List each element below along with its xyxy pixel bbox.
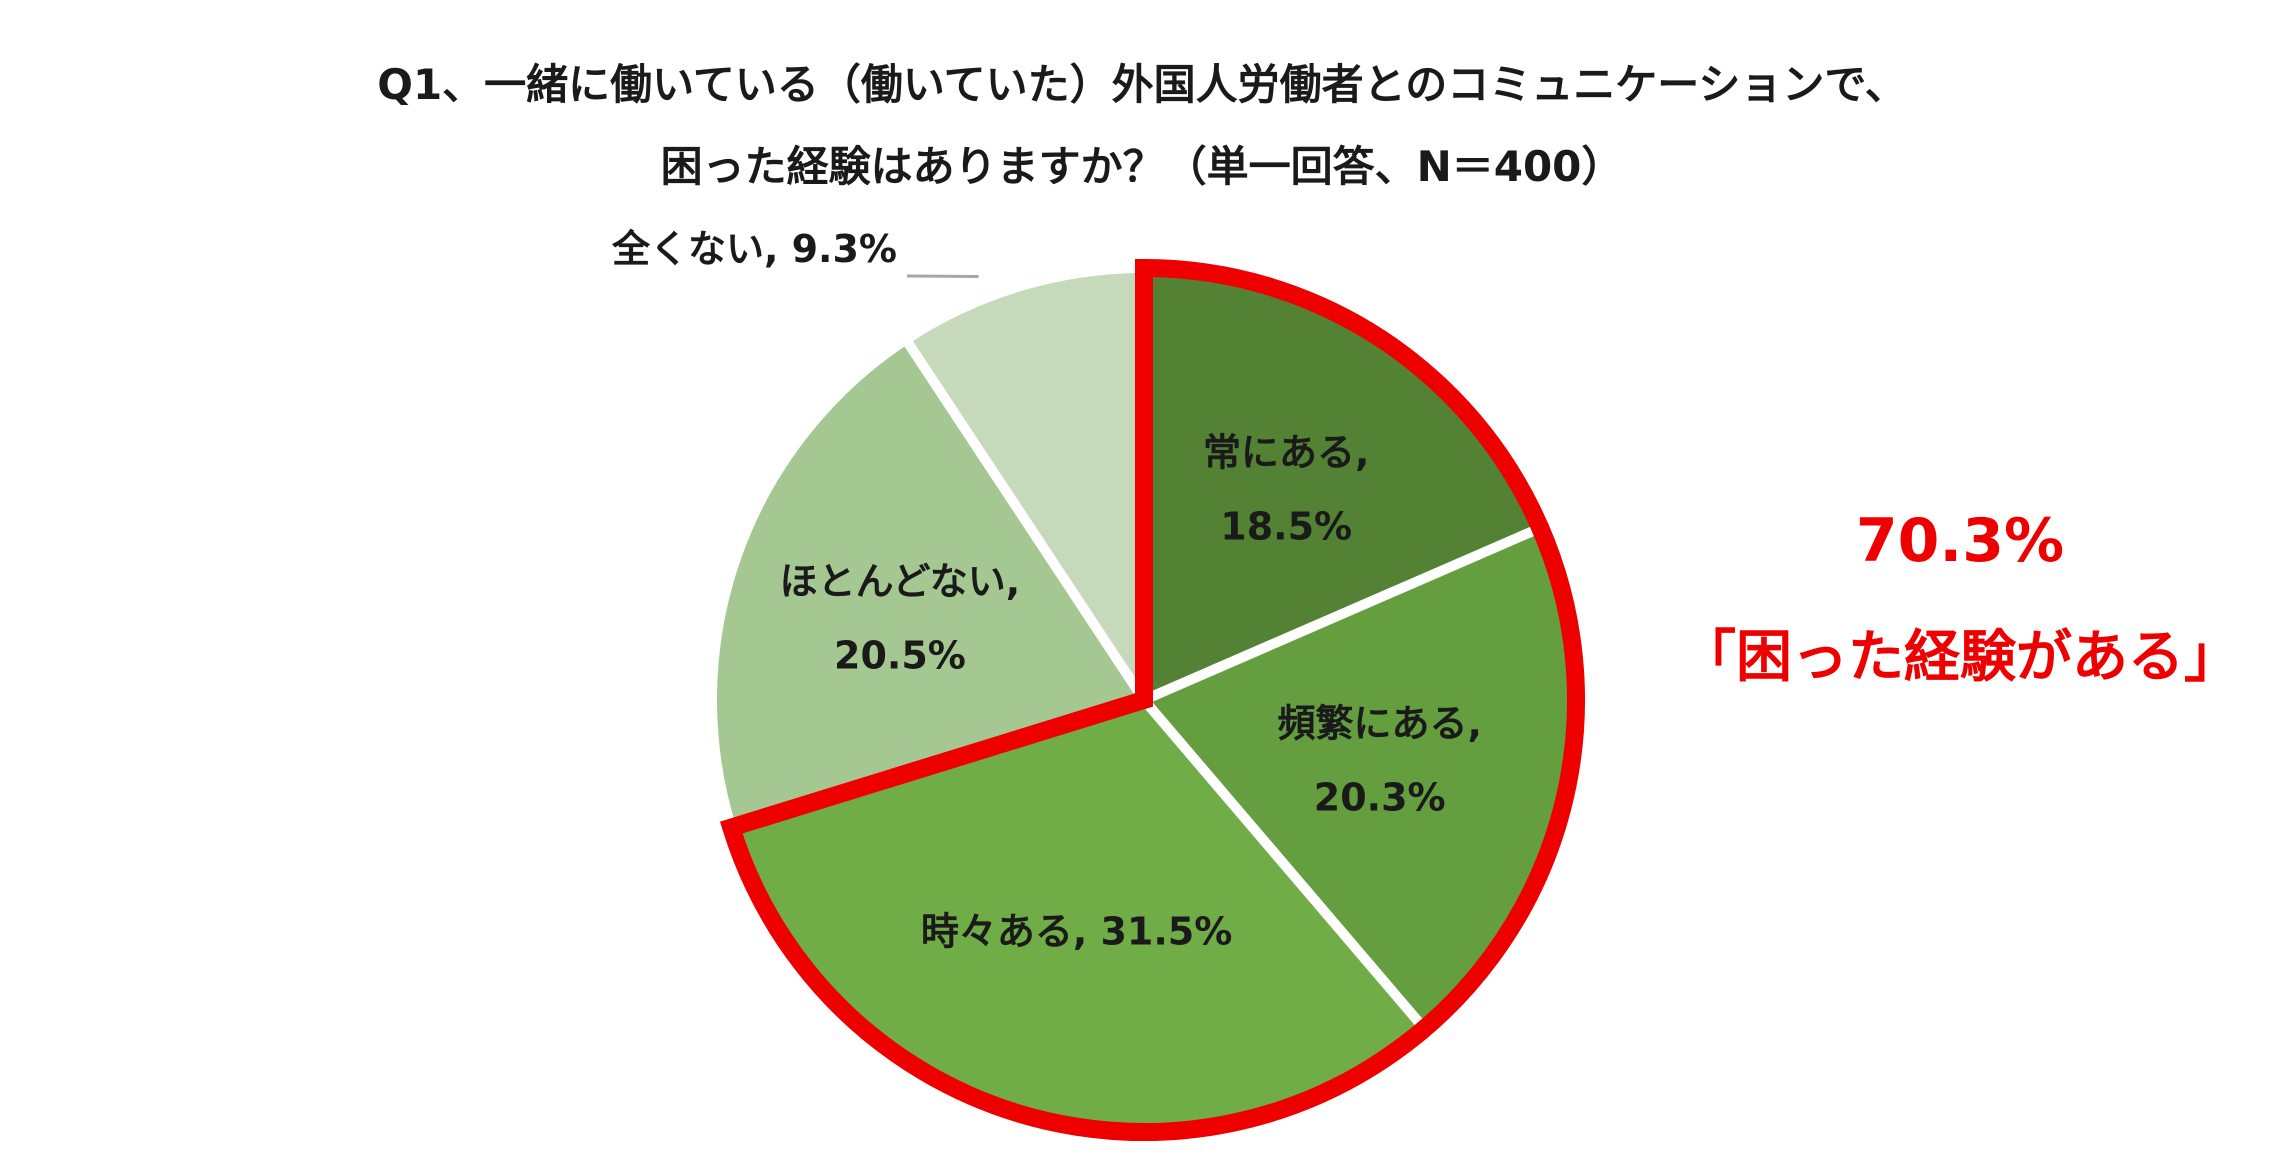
slice-name: 全くない,: [611, 227, 792, 271]
slice-label-text: 全くない, 9.3%: [611, 227, 897, 271]
slice-label-頻繁にある: 頻繁にある, 20.3%: [1277, 702, 1481, 820]
pie-slice-ほとんどない: [707, 334, 1149, 833]
highlight-outline: [719, 258, 1585, 1141]
highlight-label: 「困った経験がある」: [1680, 625, 2240, 690]
slice-label-ほとんどない: ほとんどない, 20.5%: [780, 560, 1021, 678]
slice-label-全くない: 全くない, 9.3%: [611, 227, 979, 278]
highlight-callout: 70.3% 「困った経験がある」: [1640, 496, 2280, 700]
slice-label-時々ある: 時々ある, 31.5%: [921, 909, 1233, 953]
chart-title: Q1、一緒に働いている（働いていた）外国人労働者とのコミュニケーションで、 困っ…: [0, 44, 2284, 208]
slice-label-text: 時々ある, 31.5%: [921, 909, 1233, 953]
slice-name: ほとんどない,: [780, 560, 1021, 604]
slice-name: 常にある,: [1203, 430, 1369, 474]
slice-name: 頻繁にある,: [1277, 702, 1481, 746]
highlight-total-value: 70.3%: [1855, 506, 2065, 576]
slice-label-常にある: 常にある, 18.5%: [1203, 430, 1369, 548]
slice-value: 20.3%: [1314, 776, 1446, 820]
chart-title-line-1: Q1、一緒に働いている（働いていた）外国人労働者とのコミュニケーションで、: [377, 60, 1907, 109]
chart-title-line-2: 困った経験はありますか？（単一回答、N＝400）: [660, 142, 1624, 191]
slice-value: 20.5%: [834, 634, 966, 678]
slice-value: 18.5%: [1220, 504, 1352, 548]
pie-slice-全くない: [900, 263, 1149, 705]
slice-value: 9.3%: [792, 227, 897, 271]
slice-value: 31.5%: [1100, 909, 1232, 953]
slice-name: 時々ある,: [921, 909, 1101, 953]
